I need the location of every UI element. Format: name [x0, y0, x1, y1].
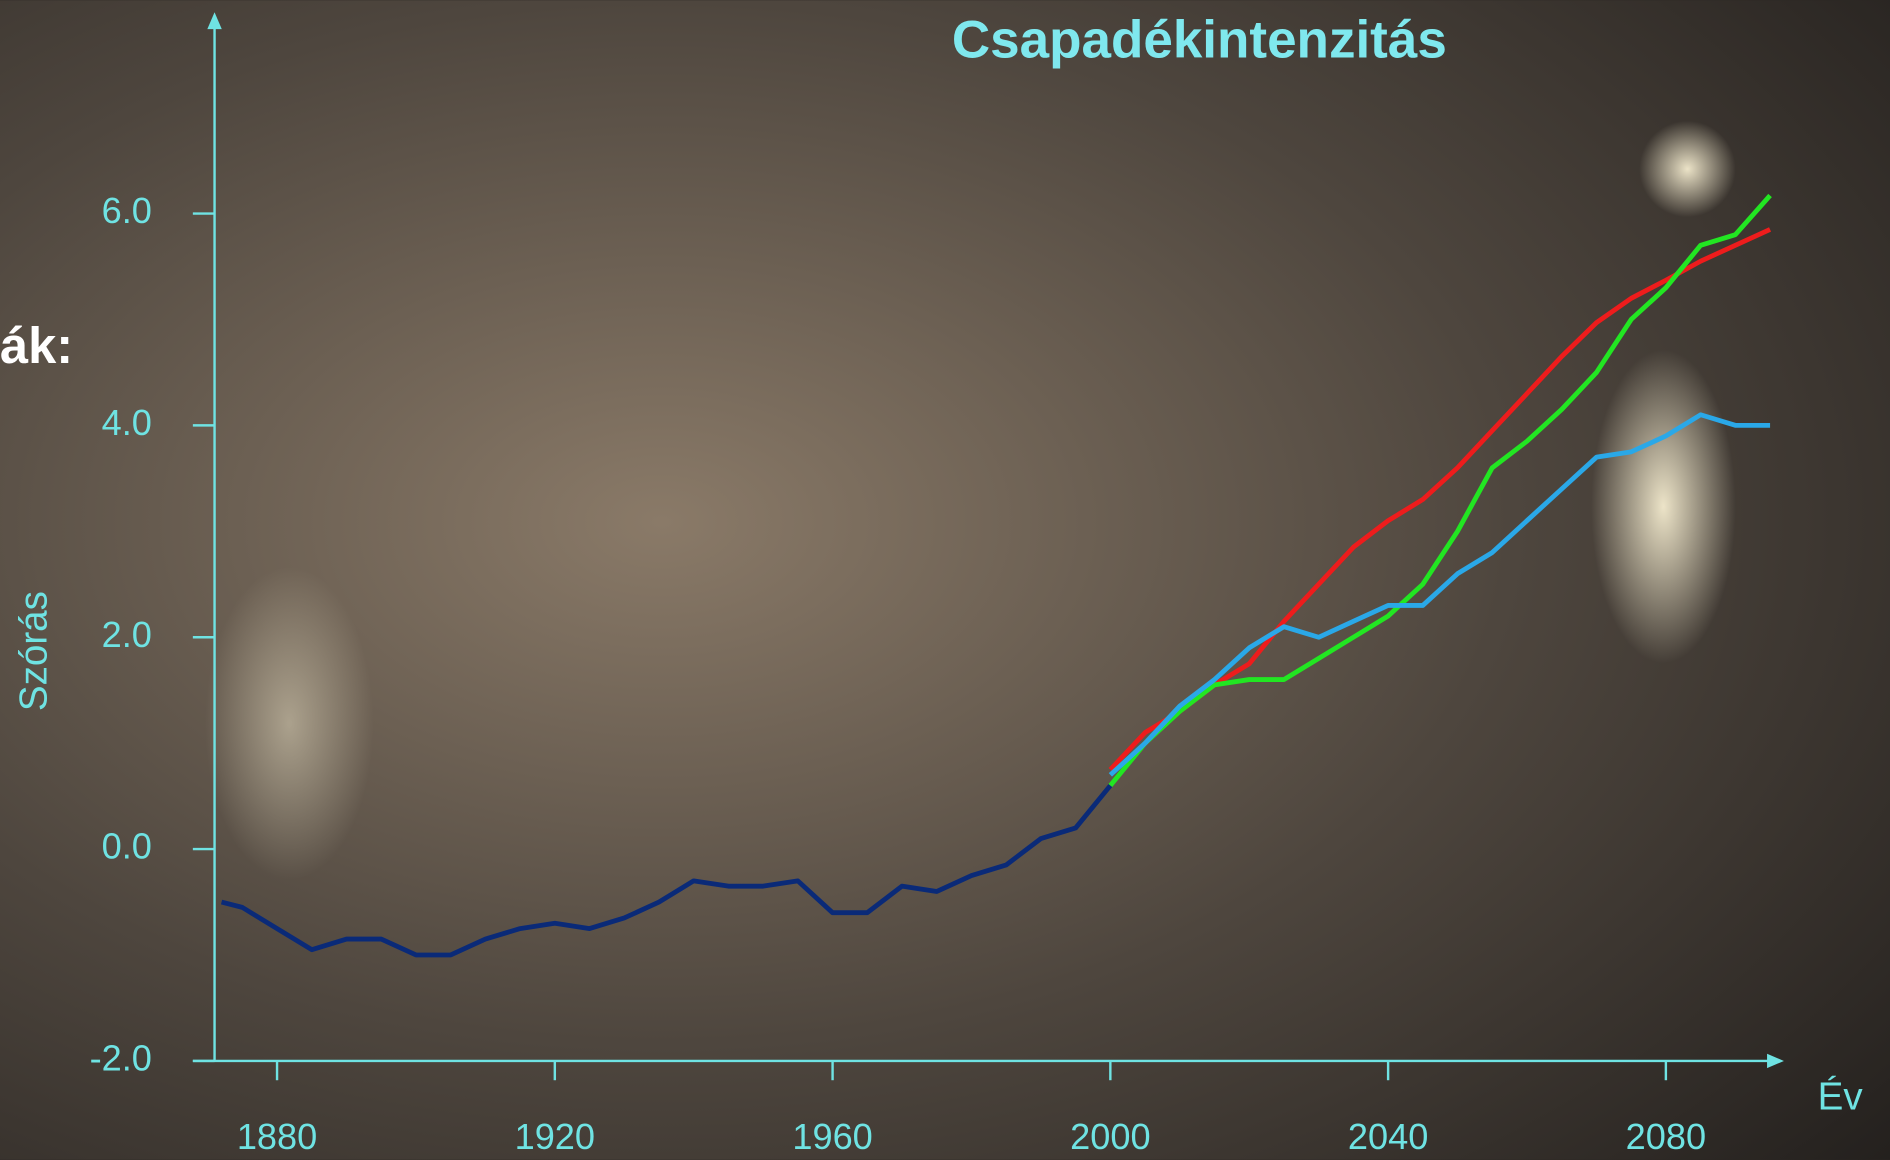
headlight — [1639, 120, 1736, 218]
y-axis-label: Szórás — [12, 591, 55, 711]
y-tick-label: 6.0 — [102, 190, 152, 231]
plot-area: -2.0 0.0 2.0 4.0 6.0 1880 1920 1960 2000 2040 2080 — [90, 12, 1784, 1157]
series-line — [220, 783, 1113, 958]
series-line — [1108, 412, 1771, 777]
annotation: ák: — [0, 317, 73, 374]
y-tick-label: -2.0 — [90, 1037, 152, 1078]
series-line — [1108, 227, 1772, 772]
x-tick-label: 1880 — [237, 1116, 317, 1157]
series-line — [1108, 193, 1772, 788]
chart-title: Csapadékintenzitás — [952, 11, 1447, 70]
light-reflection — [204, 566, 374, 881]
x-axis-label: Év — [1818, 1076, 1864, 1119]
x-tick-label: 2080 — [1626, 1116, 1706, 1157]
y-tick-label: 4.0 — [102, 402, 152, 443]
y-tick-label: 2.0 — [102, 614, 152, 655]
x-tick-label: 1920 — [515, 1116, 595, 1157]
light-reflection — [1591, 349, 1736, 664]
x-tick-label: 2000 — [1070, 1116, 1150, 1157]
y-axis-arrow — [207, 12, 222, 30]
x-tick-label: 1960 — [792, 1116, 872, 1157]
x-tick-label: 2040 — [1348, 1116, 1428, 1157]
y-tick-label: 0.0 — [102, 826, 152, 867]
x-axis-arrow — [1767, 1053, 1784, 1069]
